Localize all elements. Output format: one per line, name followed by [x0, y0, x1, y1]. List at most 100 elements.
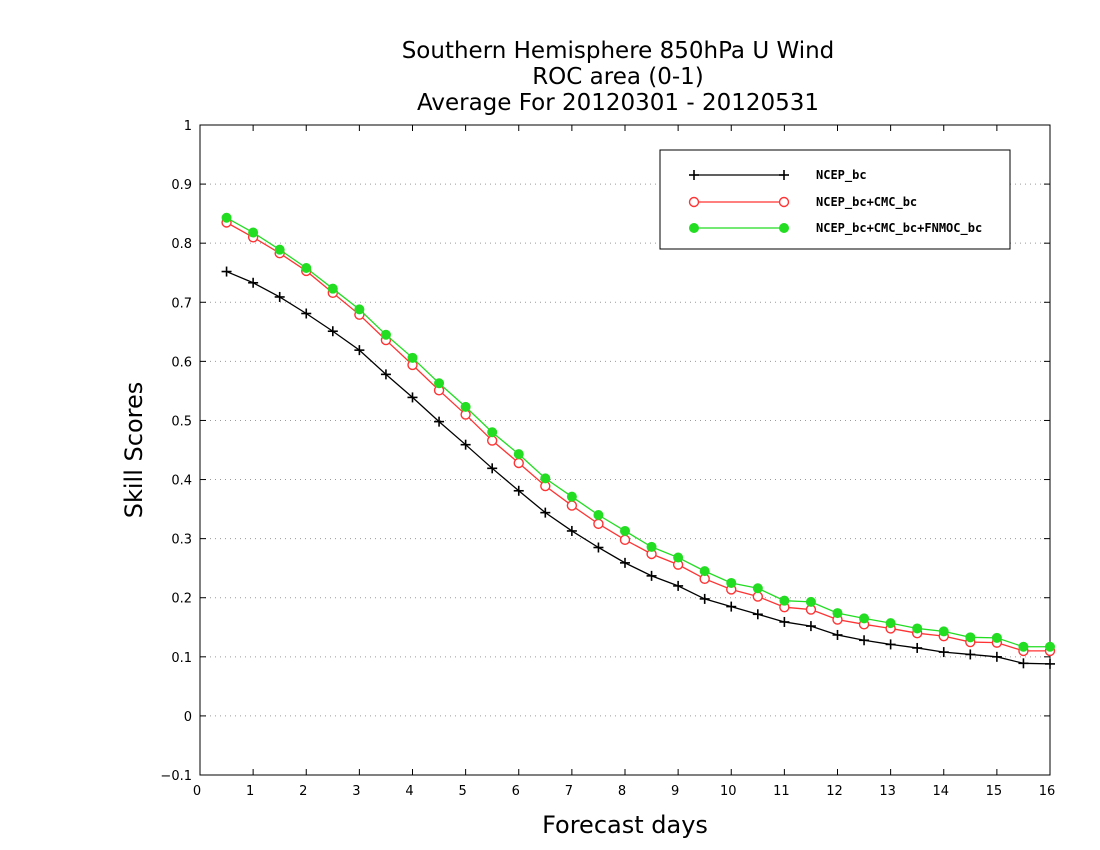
- legend-marker: [779, 223, 789, 233]
- x-tick-label: 3: [352, 784, 360, 799]
- data-point: [859, 613, 870, 624]
- legend-label: NCEP_bc+CMC_bc: [816, 195, 917, 210]
- legend-box: [659, 149, 1011, 250]
- data-point: [699, 566, 710, 577]
- grid-lines: [200, 183, 1050, 717]
- data-point: [805, 596, 816, 607]
- series-line: [226, 221, 1050, 652]
- legend-entry: NCEP_bc+CMC_bc: [688, 195, 917, 210]
- x-tick-label: 12: [826, 784, 843, 799]
- data-point: [540, 507, 551, 518]
- data-point: [274, 291, 285, 302]
- data-point: [1045, 658, 1055, 669]
- data-point: [1045, 641, 1055, 652]
- data-point: [248, 227, 259, 238]
- x-tick-label: 4: [405, 784, 413, 799]
- x-tick-label: 5: [458, 784, 466, 799]
- legend-label: NCEP_bc+CMC_bc+FNMOC_bc: [816, 221, 982, 236]
- data-point: [487, 463, 498, 474]
- data-point: [327, 326, 338, 337]
- data-point: [274, 244, 285, 255]
- data-point: [301, 308, 312, 319]
- data-point: [1018, 641, 1029, 652]
- data-point: [646, 541, 657, 552]
- data-point: [965, 632, 976, 643]
- x-tick-label: 0: [193, 784, 201, 799]
- data-point: [434, 416, 445, 427]
- series-1: [221, 217, 1056, 657]
- data-point: [221, 212, 232, 223]
- data-point: [752, 583, 763, 594]
- series-layer: [221, 212, 1056, 669]
- legend-marker: [689, 170, 699, 180]
- data-point: [593, 542, 604, 553]
- y-tick-label: 0.1: [171, 651, 192, 666]
- data-point: [513, 449, 524, 460]
- data-point: [354, 304, 365, 315]
- y-tick-label: 0.3: [171, 533, 192, 548]
- y-axis-title: Skill Scores: [120, 382, 148, 519]
- y-tick-label: 1: [184, 119, 192, 134]
- data-point: [912, 642, 923, 653]
- y-tick-label: 0.8: [171, 237, 192, 252]
- series-0: [221, 266, 1055, 669]
- data-point: [752, 609, 763, 620]
- x-tick-label: 1: [246, 784, 254, 799]
- data-point: [779, 595, 790, 606]
- x-tick-label: 13: [879, 784, 896, 799]
- data-point: [620, 557, 630, 568]
- series-2: [221, 212, 1055, 652]
- y-tick-label: 0.6: [171, 355, 192, 370]
- data-point: [460, 401, 471, 412]
- x-tick-label: 15: [986, 784, 1003, 799]
- data-point: [434, 378, 445, 389]
- x-tick-label: 7: [565, 784, 573, 799]
- x-tick-label: 9: [671, 784, 679, 799]
- chart-title-line-1: Southern Hemisphere 850hPa U Wind: [402, 38, 835, 64]
- data-point: [832, 629, 843, 640]
- legend-marker: [779, 170, 789, 180]
- x-tick-label: 6: [512, 784, 520, 799]
- data-point: [673, 580, 684, 591]
- data-point: [221, 266, 232, 277]
- data-point: [726, 601, 737, 612]
- data-point: [301, 263, 312, 273]
- chart-title-line-2: ROC area (0-1): [532, 64, 704, 90]
- x-tick-label: 16: [1039, 784, 1056, 799]
- legend-entry: NCEP_bc: [689, 168, 867, 183]
- chart-title-line-3: Average For 20120301 - 20120531: [417, 90, 819, 116]
- data-point: [1018, 658, 1029, 669]
- x-axis: 0 1 2 3 4 5 6 7 8 9 10 11 12 13 14 15 16: [193, 125, 1055, 799]
- data-point: [380, 329, 391, 340]
- y-tick-label: 0.4: [171, 474, 192, 489]
- data-point: [859, 635, 870, 646]
- data-point: [487, 427, 498, 438]
- data-point: [407, 352, 418, 363]
- legend-marker: [688, 196, 700, 208]
- x-tick-label: 8: [618, 784, 626, 799]
- data-point: [566, 491, 577, 502]
- y-axis: −0.1 0 0.1 0.2 0.3 0.4 0.5 0.6 0.7 0.8 0.9 1: [160, 119, 1050, 784]
- data-point: [779, 616, 790, 627]
- data-point: [513, 485, 524, 496]
- data-point: [460, 439, 471, 450]
- data-point: [885, 639, 896, 650]
- data-point: [620, 525, 630, 536]
- legend-label: NCEP_bc: [816, 168, 867, 183]
- x-axis-title: Forecast days: [542, 811, 708, 839]
- data-point: [699, 593, 710, 604]
- data-point: [593, 518, 604, 530]
- y-tick-label: 0: [184, 710, 192, 725]
- y-tick-label: 0.5: [171, 414, 192, 429]
- data-point: [566, 500, 578, 511]
- data-point: [513, 457, 524, 469]
- data-point: [619, 534, 631, 546]
- data-point: [752, 591, 764, 602]
- x-tick-label: 14: [932, 784, 949, 799]
- y-tick-label: −0.1: [160, 769, 192, 784]
- data-point: [938, 626, 949, 637]
- series-line: [226, 217, 1050, 648]
- y-tick-label: 0.7: [171, 296, 192, 311]
- legend-entry: NCEP_bc+CMC_bc+FNMOC_bc: [689, 221, 982, 236]
